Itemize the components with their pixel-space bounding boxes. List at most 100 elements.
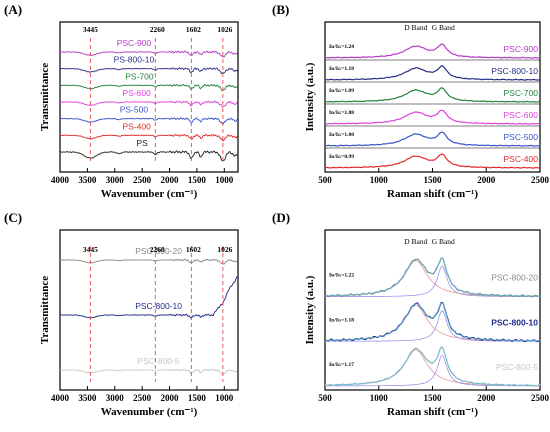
y-axis-title: Intensity (a.u.) (304, 275, 316, 344)
panel-label: (A) (4, 2, 22, 17)
panel-A: (A) 4000 3500 3000 2500 2000 1500 1000 Wavenumbe… (4, 2, 239, 200)
series-line (59, 50, 238, 58)
series-label: PS-800-10 (114, 55, 155, 65)
series-line (59, 100, 238, 108)
peak-label: 1026 (217, 25, 232, 34)
y-axis-title: Intensity (a.u.) (304, 62, 316, 131)
series-label: PS-700 (125, 71, 154, 81)
x-tick-label: 4000 (51, 175, 70, 185)
x-tick-label: 4000 (51, 393, 70, 403)
series-label: PSC-800-5 (138, 356, 180, 366)
ratio-label: Iᴅ/Iɢ=1.17 (329, 362, 354, 368)
series-line (325, 109, 541, 125)
plot-frame (59, 21, 239, 173)
series-line (59, 83, 238, 92)
x-tick-label: 2500 (133, 175, 152, 185)
ratio-label: Iᴅ/Iɢ=1.18 (329, 66, 354, 72)
series-line (59, 276, 238, 320)
series-label: PS-400 (122, 121, 151, 131)
x-tick-label: 1500 (188, 393, 207, 403)
band-label: D Band (404, 23, 427, 32)
peak-label: 1602 (186, 25, 201, 34)
series-label: PSC-700 (504, 88, 539, 98)
ratio-label: Iᴅ/Iɢ=0.99 (329, 154, 354, 160)
x-tick-label: 1000 (215, 393, 234, 403)
series-label: PS-600 (122, 88, 151, 98)
series-label: PS-500 (120, 105, 149, 115)
band-label: G Band (432, 23, 455, 32)
x-tick-label: 1000 (370, 393, 389, 403)
series-line (324, 153, 541, 169)
peak-label: 2260 (150, 25, 165, 34)
sum-fit (324, 257, 540, 297)
series-line (324, 43, 541, 59)
series-label: PSC-900 (117, 38, 152, 48)
peak-label: 1602 (186, 245, 201, 254)
x-tick-label: 1500 (424, 393, 443, 403)
series-label: PS (136, 138, 148, 148)
peak-label: 1026 (217, 245, 232, 254)
series-label: PSC-800-10 (135, 301, 182, 311)
series-line (59, 150, 238, 162)
x-tick-label: 500 (318, 393, 332, 403)
sum-fit (325, 346, 540, 386)
g-band-fit (325, 265, 540, 297)
peak-label: 2260 (150, 245, 165, 254)
series-label: PSC-800-10 (491, 317, 538, 327)
x-tick-label: 2500 (133, 393, 152, 403)
x-tick-label: 2000 (161, 175, 180, 185)
panel-D: (D) 500 1000 1500 2000 2500 Raman shift (cm⁻¹)… (272, 210, 550, 418)
x-axis-title: Raman shift (cm⁻¹) (387, 188, 478, 200)
y-axis-title: Transmittance (39, 63, 51, 131)
x-tick-label: 2000 (477, 393, 496, 403)
x-tick-label: 2000 (161, 393, 180, 403)
x-tick-label: 3000 (106, 175, 125, 185)
x-tick-label: 1500 (188, 175, 207, 185)
ratio-label: Iᴅ/Iɢ=1.08 (329, 110, 354, 116)
series-label: PSC-500 (504, 132, 539, 142)
x-tick-label: 3000 (106, 393, 125, 403)
peak-label: 3445 (83, 245, 98, 254)
panel-label: (B) (272, 2, 289, 17)
series-line (60, 258, 238, 266)
series-line (59, 117, 238, 126)
series-line (59, 133, 238, 142)
x-tick-label: 2500 (531, 393, 550, 403)
series-line (59, 66, 238, 75)
series-line (59, 368, 238, 375)
panel-B: (B) 500 1000 1500 2000 2500 Raman shift (cm⁻¹)… (272, 2, 550, 200)
x-tick-label: 2500 (531, 175, 550, 185)
x-tick-label: 2000 (477, 175, 496, 185)
series-line (324, 65, 540, 81)
peak-label: 3445 (83, 25, 98, 34)
sum-fit (325, 302, 540, 342)
x-tick-label: 3500 (78, 175, 97, 185)
ratio-label: Iᴅ/Iɢ=1.24 (329, 44, 354, 50)
x-tick-label: 500 (318, 175, 332, 185)
band-label: G Band (432, 237, 455, 246)
panel-label: (C) (4, 210, 22, 225)
series-label: PSC-600 (504, 110, 539, 120)
series-label: PSC-400 (504, 154, 539, 164)
band-label: D Band (404, 237, 427, 246)
y-axis-title: Transmittance (39, 276, 51, 344)
series-label: PSC-800-5 (496, 362, 538, 372)
series-label: PSC-800-20 (491, 273, 538, 283)
x-tick-label: 1500 (424, 175, 443, 185)
panel-label: (D) (272, 210, 290, 225)
x-axis-title: Wavenumber (cm⁻¹) (101, 406, 198, 418)
x-tick-label: 1000 (370, 175, 389, 185)
series-label: PSC-800-10 (491, 66, 538, 76)
series-label: PSC-900 (504, 44, 539, 54)
x-axis-title: Raman shift (cm⁻¹) (387, 406, 478, 418)
panel-C: (C) 4000 3500 3000 2500 2000 1500 1000 Wavenumbe… (4, 210, 239, 418)
x-tick-label: 3500 (78, 393, 97, 403)
g-band-fit (325, 310, 540, 342)
series-line (324, 131, 541, 147)
series-label: PSC-800-20 (135, 246, 182, 256)
x-tick-label: 1000 (215, 175, 234, 185)
x-axis-title: Wavenumber (cm⁻¹) (101, 188, 198, 200)
plot-frame (59, 229, 239, 391)
ratio-label: Iᴅ/Iɢ=1.00 (329, 132, 354, 138)
